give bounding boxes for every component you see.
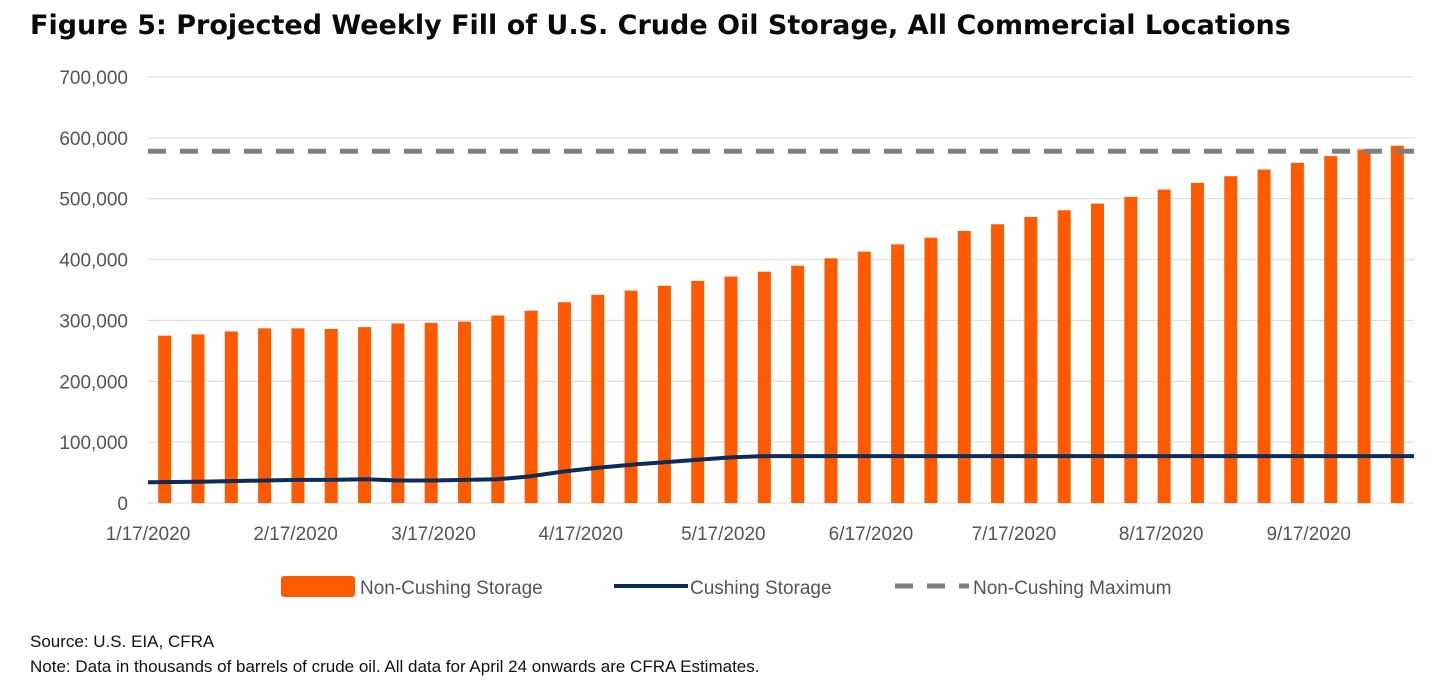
y-tick-label: 300,000: [59, 311, 128, 332]
bar: [1257, 169, 1271, 503]
bar: [191, 334, 205, 503]
x-tick-label: 6/17/2020: [829, 524, 914, 545]
bar: [1390, 145, 1404, 504]
bar: [158, 335, 172, 503]
bar: [691, 280, 705, 503]
x-tick-label: 7/17/2020: [972, 524, 1057, 545]
bar: [391, 323, 405, 503]
bar: [1024, 216, 1038, 503]
bar: [991, 224, 1005, 503]
bar: [458, 321, 471, 503]
non-cushing-bars: [158, 145, 1404, 504]
bar: [224, 331, 238, 503]
x-tick-label: 4/17/2020: [539, 524, 624, 545]
bar: [891, 244, 905, 503]
chart: 0 100,000 200,000 300,000 400,000 500,000 600,…: [59, 68, 1414, 599]
y-tick-label: 100,000: [59, 433, 128, 454]
x-axis-ticks: 1/17/2020 2/17/2020 3/17/2020 4/17/2020 5/17…: [106, 524, 1351, 545]
legend-label-maximum: Non-Cushing Maximum: [973, 578, 1172, 599]
bar: [491, 315, 505, 503]
gridlines: [148, 76, 1414, 504]
y-tick-label: 500,000: [59, 190, 128, 211]
legend: Non-Cushing Storage Cushing Storage Non-Cu…: [281, 576, 1172, 599]
bar: [291, 328, 305, 503]
bar: [1357, 149, 1371, 504]
bar: [957, 230, 971, 503]
source-text: Source: U.S. EIA, CFRA: [30, 632, 215, 651]
bar: [1057, 210, 1071, 503]
legend-label-cushing: Cushing Storage: [690, 578, 832, 599]
note-text: Note: Data in thousands of barrels of cr…: [30, 657, 760, 676]
legend-label-non-cushing: Non-Cushing Storage: [360, 578, 543, 599]
bar: [424, 322, 438, 503]
y-tick-label: 0: [117, 494, 128, 515]
bar: [1324, 156, 1338, 503]
legend-swatch-non-cushing: [281, 576, 355, 597]
y-tick-label: 400,000: [59, 251, 128, 272]
bar: [924, 237, 938, 504]
bar: [1124, 196, 1138, 504]
x-tick-label: 2/17/2020: [253, 524, 338, 545]
x-tick-label: 5/17/2020: [681, 524, 766, 545]
bar: [1157, 189, 1171, 504]
bar: [857, 251, 871, 503]
chart-title: Figure 5: Projected Weekly Fill of U.S. …: [30, 10, 1291, 41]
x-tick-label: 9/17/2020: [1266, 524, 1351, 545]
bar: [757, 271, 771, 503]
bar: [724, 276, 738, 503]
series-lines: [147, 148, 1414, 485]
bar: [557, 302, 571, 503]
bar: [624, 290, 638, 503]
bar: [1091, 203, 1104, 503]
y-tick-label: 700,000: [59, 68, 128, 89]
x-tick-label: 1/17/2020: [106, 524, 191, 545]
bar: [258, 328, 272, 503]
bar: [324, 328, 338, 503]
bar: [1224, 176, 1238, 503]
bar: [824, 258, 838, 503]
bar: [657, 285, 671, 503]
bar: [524, 310, 538, 503]
bar: [358, 327, 372, 503]
bar: [591, 294, 605, 503]
y-axis-ticks: 0 100,000 200,000 300,000 400,000 500,000 600,…: [59, 68, 128, 515]
bar: [1190, 182, 1204, 504]
x-tick-label: 3/17/2020: [391, 524, 476, 545]
y-tick-label: 200,000: [59, 372, 128, 393]
cushing-storage-line: [147, 454, 1414, 485]
bar: [791, 265, 805, 503]
y-tick-label: 600,000: [59, 129, 128, 150]
x-tick-label: 8/17/2020: [1119, 524, 1204, 545]
bar: [1290, 162, 1304, 503]
